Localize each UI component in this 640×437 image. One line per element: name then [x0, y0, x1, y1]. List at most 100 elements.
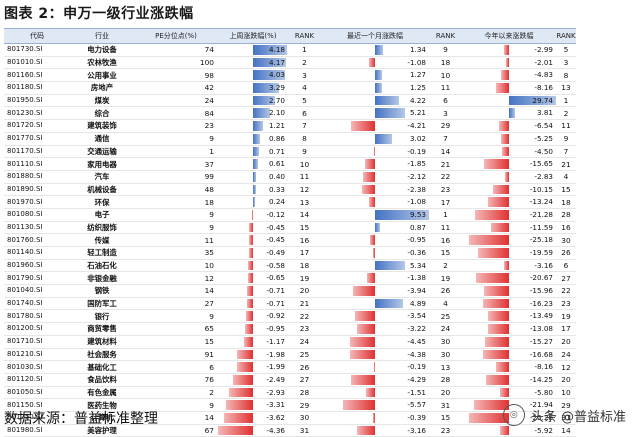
week-change-cell: -3.62	[218, 411, 288, 425]
month-rank: 18	[429, 56, 462, 70]
industry-name: 电力设备	[70, 43, 134, 57]
ytd-change-cell: 29.74	[462, 94, 556, 108]
month-change-bar	[375, 95, 399, 106]
month-change-bar	[375, 83, 383, 93]
table-row: 801200.SI 商贸零售 65 -0.95 23 -3.22 24 -13.08 17	[4, 322, 576, 336]
ytd-change-value: -4.50	[534, 146, 553, 156]
ytd-rank: 29	[556, 398, 576, 412]
week-change-bar	[237, 349, 253, 360]
industry-code: 801130.SI	[4, 221, 70, 235]
month-change-value: 3.02	[409, 133, 426, 143]
industry-name: 社会服务	[70, 348, 134, 362]
ytd-rank: 14	[556, 424, 576, 437]
week-change-value: -0.65	[266, 273, 285, 283]
ytd-rank: 20	[556, 373, 576, 387]
industry-name: 综合	[70, 106, 134, 121]
table-row: 801140.SI 轻工制造 35 -0.49 17 -0.36 15 -19.59 26	[4, 246, 576, 260]
month-change-bar	[356, 324, 375, 334]
ytd-change-bar	[490, 222, 509, 233]
ytd-change-cell: -13.08	[462, 322, 556, 336]
week-rank: 2	[288, 56, 321, 70]
week-change-cell: -0.65	[218, 271, 288, 286]
month-change-value: -4.29	[407, 374, 426, 384]
ytd-change-cell: -15.96	[462, 284, 556, 298]
ytd-change-cell: -16.23	[462, 297, 556, 311]
pe-percentile: 11	[134, 233, 218, 247]
table-row: 801970.SI 环保 18 0.24 13 -1.08 17 -13.24 18	[4, 195, 576, 209]
week-rank: 14	[288, 208, 321, 222]
week-change-bar	[226, 400, 253, 410]
industry-code: 801010.SI	[4, 56, 70, 70]
week-change-bar	[243, 336, 253, 347]
month-change-bar	[369, 235, 375, 245]
week-change-value: 1.21	[268, 121, 285, 131]
pe-percentile: 24	[134, 94, 218, 108]
week-change-cell: 0.86	[218, 132, 288, 146]
table-row: 801120.SI 食品饮料 76 -2.49 27 -4.29 28 -14.25 20	[4, 373, 576, 387]
ytd-change-bar	[482, 349, 509, 360]
month-change-bar	[366, 387, 375, 398]
pe-percentile: 74	[134, 43, 218, 57]
month-change-bar	[352, 286, 375, 296]
ytd-change-value: -11.59	[529, 222, 553, 232]
figure-title: 图表 2：申万一级行业涨跌幅	[4, 6, 194, 22]
ytd-rank: 2	[556, 106, 576, 121]
week-change-cell: 0.71	[218, 145, 288, 159]
week-rank: 5	[288, 94, 321, 108]
month-change-bar	[367, 273, 375, 284]
week-change-cell: -0.71	[218, 284, 288, 298]
ytd-change-cell: -8.16	[462, 360, 556, 374]
table-row: 801110.SI 家用电器 37 0.61 10 -1.85 21 -15.65 21	[4, 157, 576, 171]
month-rank: 25	[429, 309, 462, 324]
ytd-change-bar	[483, 298, 509, 309]
week-change-value: 0.33	[268, 184, 285, 194]
week-change-bar	[252, 209, 253, 220]
week-change-bar	[218, 425, 253, 436]
week-change-bar	[237, 362, 253, 372]
week-change-bar	[229, 387, 253, 398]
watermark: ◎ 头条 @普益标准	[502, 404, 626, 426]
month-rank: 4	[429, 297, 462, 311]
month-change-cell: -5.57	[321, 398, 429, 412]
month-change-cell: 4.22	[321, 94, 429, 108]
ytd-rank: 17	[556, 322, 576, 336]
industry-code: 801170.SI	[4, 145, 70, 159]
week-rank: 7	[288, 119, 321, 133]
week-change-cell: -2.93	[218, 386, 288, 400]
month-rank: 2	[429, 259, 462, 273]
industry-code: 801040.SI	[4, 284, 70, 298]
week-change-bar	[233, 374, 253, 385]
industry-name: 通信	[70, 132, 134, 146]
ytd-change-value: -5.80	[534, 387, 553, 397]
week-change-cell: 2.10	[218, 106, 288, 121]
ytd-change-bar	[504, 45, 509, 55]
ytd-change-value: -8.16	[534, 362, 553, 372]
industry-code: 801730.SI	[4, 43, 70, 57]
month-change-value: 4.22	[409, 95, 426, 105]
week-change-cell: -0.45	[218, 233, 288, 247]
month-rank: 15	[429, 246, 462, 260]
industry-name: 有色金属	[70, 386, 134, 400]
week-change-bar	[223, 412, 253, 423]
ytd-rank: 30	[556, 233, 576, 247]
ytd-change-cell: -5.80	[462, 386, 556, 400]
industry-name: 医药生物	[70, 398, 134, 412]
ytd-change-cell: -2.01	[462, 56, 556, 70]
month-rank: 30	[429, 335, 462, 349]
pe-percentile: 9	[134, 309, 218, 324]
pe-percentile: 15	[134, 335, 218, 349]
month-change-cell: 1.25	[321, 81, 429, 95]
week-rank: 17	[288, 246, 321, 260]
month-change-cell: -3.16	[321, 424, 429, 437]
week-rank: 27	[288, 373, 321, 387]
ytd-change-value: -10.15	[529, 184, 553, 194]
pe-percentile: 9	[134, 208, 218, 222]
ytd-change-cell: -13.24	[462, 195, 556, 209]
week-change-value: -3.31	[266, 400, 285, 410]
month-rank: 11	[429, 81, 462, 95]
ytd-change-value: -2.99	[534, 45, 553, 54]
month-change-bar	[368, 197, 375, 207]
pe-percentile: 84	[134, 106, 218, 121]
month-change-cell: -0.39	[321, 411, 429, 425]
table-row: 801740.SI 国防军工 27 -0.71 21 4.89 4 -16.23 23	[4, 297, 576, 311]
